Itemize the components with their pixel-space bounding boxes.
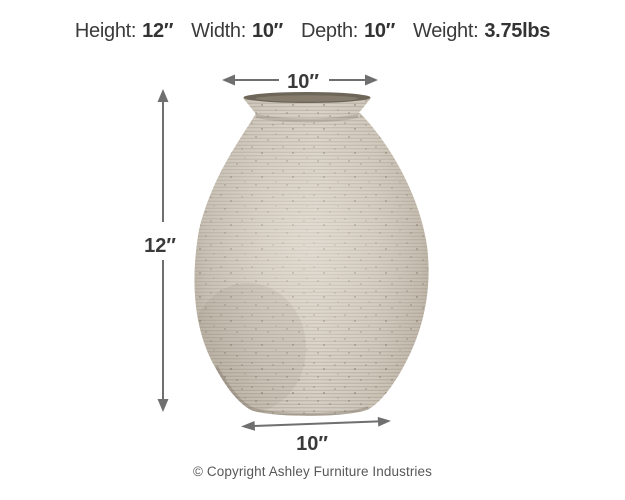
height-dimension-label: 12″ <box>144 235 176 257</box>
spec-weight-label: Weight: <box>413 20 479 42</box>
spec-height-value: 12″ <box>142 20 174 42</box>
spec-depth-value: 10″ <box>364 20 396 42</box>
vase-opening-inner <box>256 95 358 102</box>
spec-depth-label: Depth: <box>300 20 359 42</box>
height-dimension-arrow: 12″ <box>144 89 176 412</box>
spec-height-label: Height: <box>74 20 137 42</box>
width-dimension-arrow: 10″ <box>222 71 378 93</box>
spec-width: Width: 10″ <box>191 20 283 43</box>
spec-depth: Depth: 10″ <box>301 20 395 43</box>
vase-image <box>194 92 429 416</box>
vase-rim-shadow <box>256 114 358 123</box>
spec-weight-value: 3.75lbs <box>484 20 551 42</box>
spec-weight: Weight: 3.75lbs <box>413 20 550 43</box>
spec-width-label: Width: <box>191 20 246 42</box>
spec-height: Height: 12″ <box>74 20 174 43</box>
spec-width-value: 10″ <box>252 20 283 42</box>
spec-header: Height: 12″ Width: 10″ Depth: 10″ Weight… <box>0 20 625 43</box>
depth-dimension-arrow: 10″ <box>241 416 391 455</box>
width-dimension-label: 10″ <box>287 71 319 93</box>
copyright-text: © Copyright Ashley Furniture Industries <box>193 464 432 479</box>
depth-dimension-label: 10″ <box>296 433 328 455</box>
